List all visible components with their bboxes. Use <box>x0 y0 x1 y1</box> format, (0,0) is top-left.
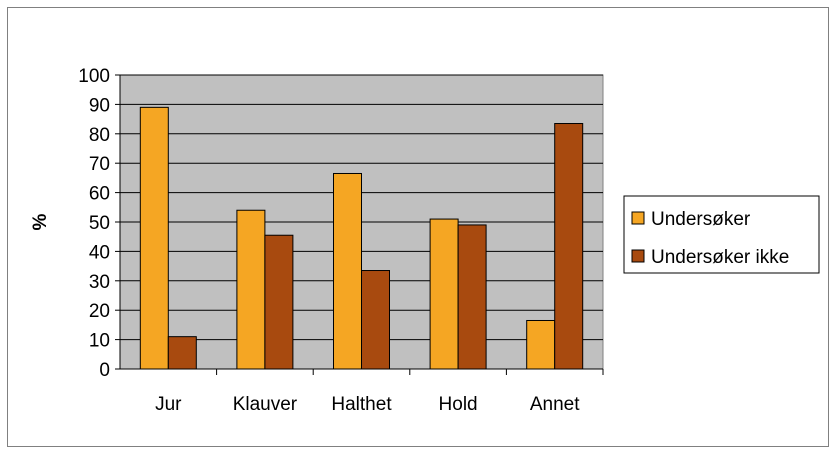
y-tick-label: 20 <box>89 301 110 322</box>
x-tick-label: Halthet <box>331 394 392 415</box>
bar <box>236 209 266 370</box>
bar <box>139 106 169 370</box>
y-axis-ticks: 0 10 20 30 40 50 60 70 80 90 100 <box>78 66 120 381</box>
legend-label: Undersøker <box>651 209 751 230</box>
bar <box>333 172 362 370</box>
y-tick-label: 80 <box>89 125 110 146</box>
bar <box>167 336 197 370</box>
bar <box>554 123 584 370</box>
bar <box>429 218 459 370</box>
y-tick-label: 40 <box>89 242 110 263</box>
x-tick-label: Klauver <box>233 394 298 415</box>
x-tick-label: Jur <box>155 394 182 415</box>
x-axis-ticks: Jur Klauver Halthet Hold Annet <box>155 369 604 415</box>
y-tick-label: 70 <box>89 154 110 175</box>
y-tick-label: 0 <box>99 360 110 381</box>
legend-swatch <box>631 249 645 263</box>
legend-box <box>623 195 820 274</box>
y-tick-label: 90 <box>89 95 110 116</box>
y-tick-label: 10 <box>89 331 110 352</box>
bar <box>526 319 556 370</box>
x-tick-label: Annet <box>530 394 580 415</box>
bar <box>457 224 487 370</box>
bar <box>264 234 294 370</box>
y-axis-label: % <box>30 213 51 230</box>
y-tick-label: 60 <box>89 184 110 205</box>
y-tick-label: 100 <box>78 66 110 87</box>
legend-label: Undersøker ikke <box>651 247 789 268</box>
y-tick-label: 50 <box>89 213 110 234</box>
y-tick-label: 30 <box>89 272 110 293</box>
x-tick-label: Hold <box>439 394 478 415</box>
legend: Undersøker Undersøker ikke <box>623 195 820 274</box>
legend-swatch <box>631 211 645 225</box>
bar <box>361 270 390 370</box>
